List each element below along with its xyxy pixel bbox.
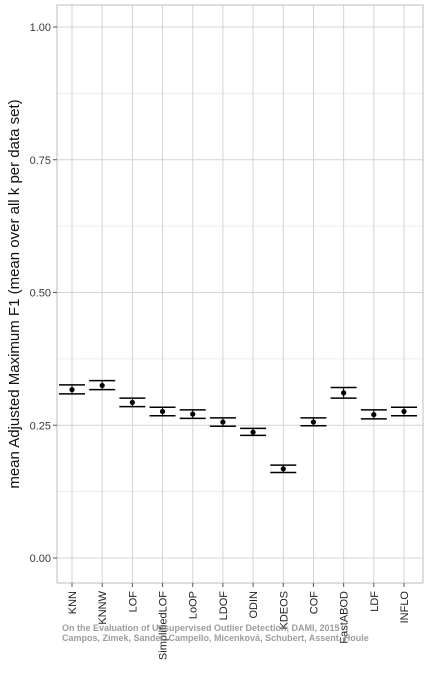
plot-frame (56, 4, 424, 584)
x-tick-label: LOF (127, 591, 139, 613)
mean-point (341, 390, 347, 396)
x-tick-label: LDOF (218, 591, 230, 621)
mean-point (250, 429, 256, 435)
x-tick-label: LoOP (188, 591, 200, 619)
x-tick-label: FastABOD (339, 591, 351, 644)
y-tick-label: 0.50 (30, 288, 51, 300)
y-tick-label: 1.00 (30, 22, 51, 34)
mean-point (69, 387, 75, 393)
x-tick-label: ODIN (248, 591, 260, 619)
x-tick-label: LDF (369, 591, 381, 612)
mean-point (159, 408, 166, 415)
mean-point (129, 399, 135, 406)
marks (59, 379, 417, 474)
x-tick-label: COF (308, 591, 320, 615)
watermark-line-1: On the Evaluation of Unsupervised Outlie… (62, 623, 340, 633)
mean-point (220, 419, 226, 425)
y-tick-label: 0.75 (30, 155, 51, 167)
x-tick-label: SimplifiedLOF (158, 591, 170, 660)
x-tick-label: KNNW (97, 590, 109, 624)
mean-point (310, 419, 317, 425)
mean-point (280, 466, 286, 472)
x-tick-label: KNN (67, 591, 79, 614)
mean-point (99, 382, 105, 389)
y-tick-label: 0.00 (30, 553, 51, 565)
mean-point (401, 408, 407, 415)
mean-point (371, 412, 377, 418)
x-axis: KNN KNNW LOF SimplifiedLOF LoOP LDOF ODIN KDEOS… (67, 583, 411, 660)
grid (57, 5, 423, 583)
y-axis-label: mean Adjusted Maximum F1 (mean over all … (6, 99, 23, 488)
x-tick-label: KDEOS (278, 591, 290, 630)
mean-point (190, 411, 196, 417)
x-tick-label: INFLO (399, 591, 411, 624)
y-axis: 0.00 0.25 0.50 0.75 1.00 (30, 22, 57, 565)
watermark-line-2: Campos, Zimek, Sander, Campello, Micenko… (62, 633, 369, 643)
y-tick-label: 0.25 (30, 420, 51, 432)
